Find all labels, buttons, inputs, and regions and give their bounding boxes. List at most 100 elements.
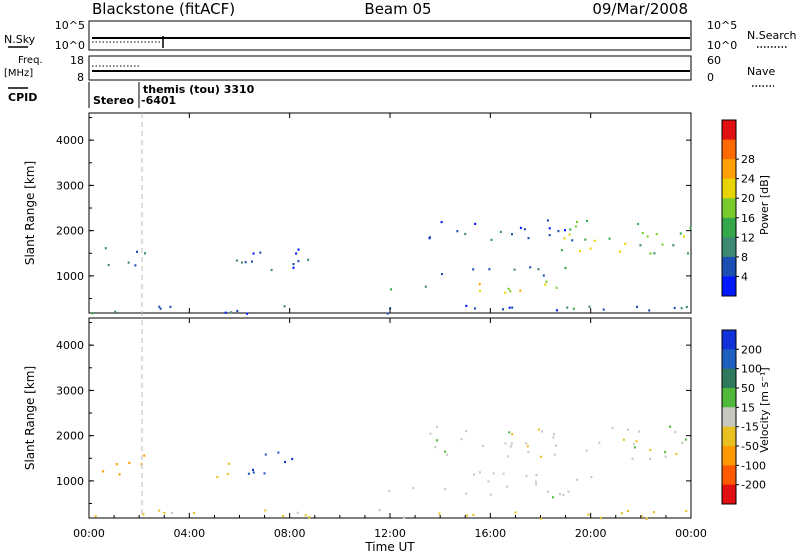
freq-panel <box>88 55 692 81</box>
scatter-cell <box>438 512 441 515</box>
scatter-cell <box>441 273 443 276</box>
scatter-cell <box>535 474 538 477</box>
scatter-cell <box>507 287 510 290</box>
scatter-cell <box>598 441 601 444</box>
freq-label-2: [MHz] <box>4 68 33 79</box>
scatter-cell <box>525 474 528 478</box>
x-tick-label: 12:00 <box>374 527 406 540</box>
scatter-cell <box>568 233 571 236</box>
scatter-cell <box>674 431 677 434</box>
scatter-cell <box>602 308 605 311</box>
scatter-cell <box>460 438 463 441</box>
scatter-cell <box>685 509 688 513</box>
colorbar-tick-label: 28 <box>741 153 755 166</box>
power-panel: 1000 2000 3000 4000 Slant Range [km] <box>23 112 692 315</box>
nsky-label: N.Sky <box>4 33 36 46</box>
scatter-cell <box>250 260 253 263</box>
power-colorbar-label: Power [dB] <box>758 175 771 235</box>
scatter-cell <box>637 222 640 226</box>
scatter-cell <box>465 304 468 307</box>
scatter-cell <box>308 516 311 519</box>
scatter-cell <box>576 478 579 481</box>
colorbar-swatch <box>722 407 736 428</box>
x-axis-label: Time UT <box>364 540 415 554</box>
cpid-label: CPID <box>8 91 37 104</box>
power-ylabel: Slant Range [km] <box>23 161 37 265</box>
scatter-cell <box>557 230 560 233</box>
scatter-cell <box>270 268 273 272</box>
scatter-cell <box>388 490 391 493</box>
scatter-cell <box>230 311 233 314</box>
colorbar-tick-label: -200 <box>741 479 766 492</box>
nsearch-tick-top: 10^5 <box>707 19 737 32</box>
scatter-cell <box>562 493 565 497</box>
scatter-cell <box>664 451 667 454</box>
y-tick-label: 1000 <box>56 270 84 283</box>
scatter-cell <box>527 450 530 453</box>
scatter-cell <box>509 445 512 448</box>
colorbar-tick-label: -15 <box>741 421 759 434</box>
scatter-cell <box>506 485 509 488</box>
scatter-cell <box>292 266 295 269</box>
scatter-cell <box>684 438 687 441</box>
scatter-cell <box>566 306 569 309</box>
scatter-cell <box>683 235 685 238</box>
scatter-cell <box>435 425 438 428</box>
scatter-cell <box>641 232 644 235</box>
scatter-cell <box>551 496 554 499</box>
scatter-cell <box>546 219 549 222</box>
scatter-cell <box>444 488 447 491</box>
scatter-cell <box>589 247 592 250</box>
colorbar-frame <box>721 329 737 505</box>
scatter-cell <box>631 457 634 460</box>
scatter-cell <box>553 453 556 456</box>
scatter-cell <box>513 268 516 271</box>
y-tick-label: 4000 <box>56 339 84 352</box>
power-scatter <box>91 219 692 315</box>
y-tick-label: 2000 <box>56 430 84 443</box>
scatter-cell <box>159 307 162 310</box>
colorbar-tick-label: -50 <box>741 440 759 453</box>
scatter-cell <box>102 470 105 473</box>
scatter-cell <box>576 220 578 224</box>
colorbar-swatch <box>722 368 736 389</box>
scatter-cell <box>502 472 505 475</box>
scatter-cell <box>134 264 137 267</box>
y-tick-label: 2000 <box>56 225 84 238</box>
colorbar-swatch <box>722 139 736 160</box>
velocity-frame <box>88 317 692 519</box>
scatter-cell <box>526 445 529 448</box>
scatter-cell <box>118 473 121 476</box>
scatter-cell <box>627 428 629 431</box>
scatter-cell <box>490 238 493 241</box>
scatter-cell <box>446 453 449 456</box>
scatter-cell <box>304 514 307 517</box>
scatter-cell <box>144 252 146 255</box>
beam-title: Beam 05 <box>364 0 431 18</box>
scatter-cell <box>593 239 596 242</box>
scatter-cell <box>579 250 582 253</box>
scatter-cell <box>378 509 381 512</box>
scatter-cell <box>136 250 138 253</box>
x-tick-label: 20:00 <box>575 527 607 540</box>
scatter-cell <box>511 433 514 436</box>
scatter-cell <box>585 449 588 452</box>
x-tick-label: 16:00 <box>474 527 506 540</box>
nsky-tick-top: 10^5 <box>55 19 85 32</box>
scatter-cell <box>264 453 267 456</box>
scatter-cell <box>128 461 131 464</box>
scatter-cell <box>227 462 230 465</box>
nsearch-label: N.Search <box>747 29 797 42</box>
scatter-cell <box>277 451 280 454</box>
scatter-cell <box>252 252 255 255</box>
scatter-cell <box>661 243 664 246</box>
scatter-cell <box>429 236 431 239</box>
scatter-cell <box>620 512 623 515</box>
nave-tick-top: 60 <box>707 54 721 67</box>
scatter-cell <box>646 235 649 238</box>
scatter-cell <box>567 490 570 493</box>
nsky-tick-bottom: 10^0 <box>55 39 85 52</box>
colorbar-tick-label: 100 <box>741 363 762 376</box>
colorbar-swatch <box>722 349 736 370</box>
nsky-panel <box>88 20 692 51</box>
